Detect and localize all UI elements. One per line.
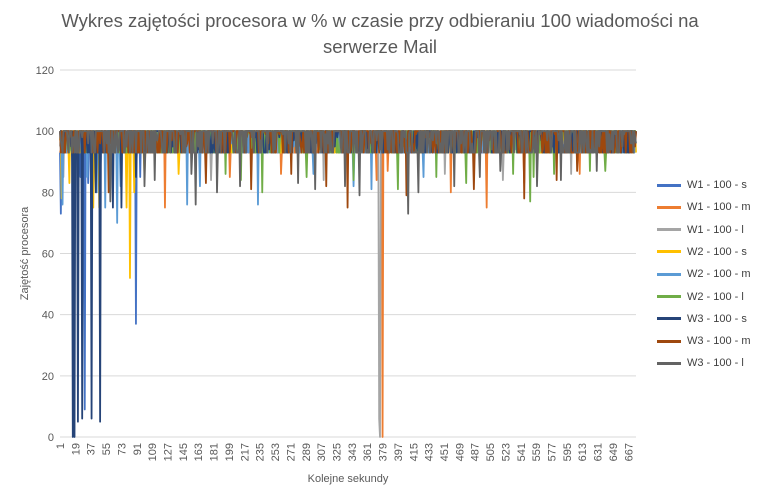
x-tick-label: 109 (147, 443, 159, 461)
legend-swatch (657, 272, 681, 276)
legend-label: W3 - 100 - s (687, 312, 747, 325)
legend-label: W3 - 100 - l (687, 357, 744, 370)
y-axis-title: Zajętość procesora (19, 206, 31, 300)
legend-item: W1 - 100 - l (657, 223, 744, 237)
x-tick-label: 523 (500, 443, 512, 461)
x-tick-label: 19 (70, 443, 82, 455)
x-tick-label: 163 (193, 443, 205, 461)
x-tick-label: 415 (408, 443, 420, 461)
x-tick-label: 433 (424, 443, 436, 461)
x-tick-label: 541 (516, 443, 528, 461)
x-tick-label: 253 (270, 443, 282, 461)
x-tick-label: 271 (285, 443, 297, 461)
x-tick-label: 469 (454, 443, 466, 461)
legend-item: W3 - 100 - s (657, 312, 747, 326)
legend-item: W2 - 100 - l (657, 290, 744, 304)
legend-label: W2 - 100 - s (687, 245, 747, 258)
x-tick-label: 91 (132, 443, 144, 455)
y-tick-label: 80 (42, 187, 54, 199)
x-tick-label: 667 (623, 443, 635, 461)
x-tick-label: 397 (393, 443, 405, 461)
legend-swatch (657, 361, 681, 365)
x-tick-label: 559 (531, 443, 543, 461)
legend-label: W2 - 100 - m (687, 268, 751, 281)
x-tick-label: 127 (163, 443, 175, 461)
legend-item: W2 - 100 - s (657, 245, 747, 259)
x-tick-label: 361 (362, 443, 374, 461)
legend-swatch (657, 250, 681, 254)
legend-label: W2 - 100 - l (687, 290, 744, 303)
legend-swatch (657, 295, 681, 298)
x-tick-label: 145 (178, 443, 190, 461)
legend-label: W1 - 100 - l (687, 223, 744, 236)
x-tick-label: 181 (209, 443, 221, 461)
legend-item: W1 - 100 - m (657, 200, 751, 214)
y-tick-label: 20 (42, 371, 54, 383)
x-tick-label: 649 (608, 443, 620, 461)
legend-item: W2 - 100 - m (657, 267, 751, 281)
x-tick-label: 577 (547, 443, 559, 461)
x-tick-label: 595 (562, 443, 574, 461)
legend-swatch (657, 317, 681, 321)
legend-swatch (657, 205, 681, 209)
x-tick-label: 325 (331, 443, 343, 461)
legend-item: W3 - 100 - m (657, 334, 751, 348)
y-tick-label: 60 (42, 249, 54, 261)
chart-title-line-1: Wykres zajętości procesora w % w czasie … (61, 10, 699, 31)
series-line (59, 130, 637, 215)
x-tick-label: 289 (301, 443, 313, 461)
legend-swatch (657, 339, 681, 343)
chart-title-line-2: serwerze Mail (322, 36, 438, 57)
x-tick-label: 505 (485, 443, 497, 461)
x-tick-label: 235 (255, 443, 267, 461)
x-tick-label: 631 (593, 443, 605, 461)
x-tick-label: 199 (224, 443, 236, 461)
x-tick-label: 55 (101, 443, 113, 455)
y-tick-label: 120 (36, 65, 54, 77)
x-tick-label: 37 (86, 443, 98, 455)
x-tick-label: 451 (439, 443, 451, 461)
legend-swatch (657, 228, 681, 232)
legend-item: W1 - 100 - s (657, 178, 747, 192)
x-tick-label: 1 (55, 443, 67, 449)
legend-label: W1 - 100 - m (687, 201, 751, 214)
x-tick-label: 343 (347, 443, 359, 461)
y-tick-label: 40 (42, 310, 54, 322)
legend-label: W1 - 100 - s (687, 179, 747, 191)
x-tick-label: 217 (239, 443, 251, 461)
legend-item: W3 - 100 - l (657, 356, 744, 370)
legend-label: W3 - 100 - m (687, 335, 751, 348)
legend-swatch (657, 183, 681, 187)
x-tick-label: 487 (470, 443, 482, 461)
x-tick-label: 307 (316, 443, 328, 461)
x-tick-label: 613 (577, 443, 589, 461)
y-tick-label: 100 (36, 126, 54, 138)
x-axis-title: Kolejne sekundy (308, 473, 389, 485)
y-tick-label: 0 (48, 432, 54, 444)
x-tick-label: 73 (116, 443, 128, 455)
x-tick-label: 379 (378, 443, 390, 461)
